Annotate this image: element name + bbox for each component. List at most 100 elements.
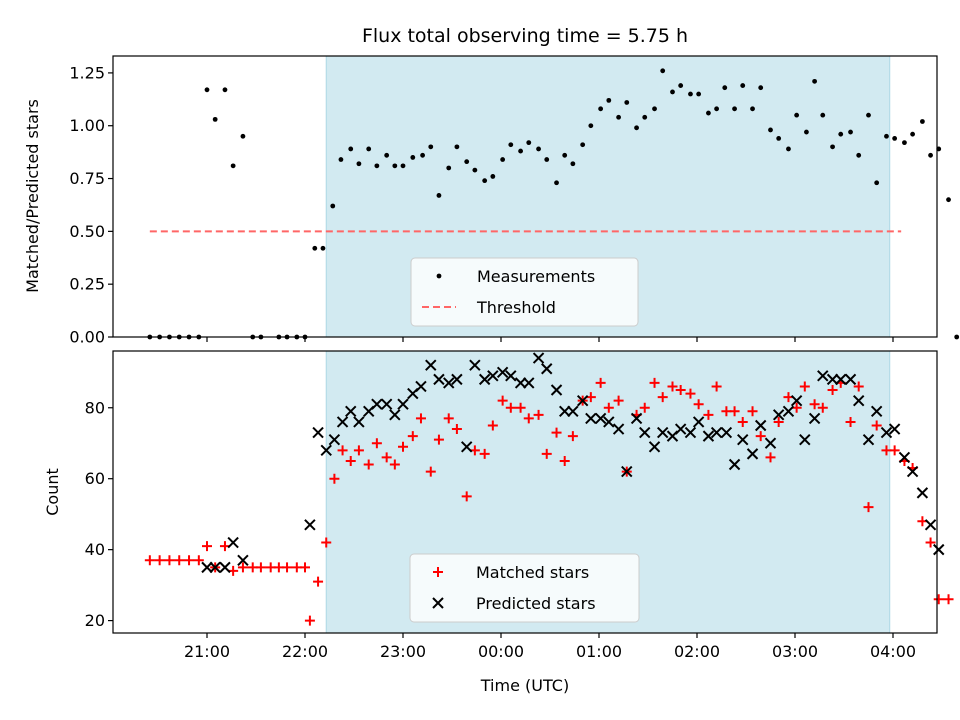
dot-point <box>740 83 746 88</box>
x-point <box>532 352 545 364</box>
plus-point <box>505 402 516 413</box>
x-point <box>612 423 625 435</box>
dot-point <box>400 163 406 169</box>
dot-point <box>544 157 550 162</box>
plus-point <box>407 431 418 442</box>
dot-point <box>454 144 460 150</box>
plus-point <box>255 562 266 573</box>
dot-point <box>410 155 416 160</box>
plus-point <box>321 537 332 548</box>
y-tick-label: 80 <box>85 398 105 417</box>
x-point <box>790 394 803 407</box>
plus-point <box>533 409 544 420</box>
plus-point <box>144 555 155 566</box>
x-point <box>880 426 893 439</box>
x-point <box>415 380 427 393</box>
dot-point <box>472 167 478 173</box>
x-point <box>320 444 332 457</box>
dot-point <box>570 161 576 167</box>
x-tick-label: 21:00 <box>184 642 230 661</box>
dot-point <box>338 157 344 162</box>
x-point <box>371 398 383 410</box>
dot-point <box>634 125 639 131</box>
plus-point <box>693 399 704 410</box>
plus-point <box>443 413 454 424</box>
plus-point <box>363 459 374 470</box>
x-point <box>469 359 481 371</box>
x-point <box>835 373 847 386</box>
plus-point <box>282 562 293 573</box>
plus-point <box>765 452 776 463</box>
legend-bottom: Matched stars Predicted stars <box>409 553 640 623</box>
dot-point <box>830 144 835 150</box>
dot-point <box>428 144 434 150</box>
legend-label: Predicted stars <box>476 594 596 613</box>
x-point <box>209 561 221 574</box>
x-point <box>639 426 651 439</box>
dot-point <box>366 146 372 152</box>
plus-point <box>711 381 722 392</box>
dot-point <box>804 129 809 135</box>
y-tick-label: 40 <box>85 540 105 559</box>
x-point <box>621 465 633 478</box>
legend-label: Threshold <box>476 298 556 317</box>
x-point <box>567 405 579 418</box>
plus-point <box>541 448 552 459</box>
plus-point <box>425 466 436 477</box>
x-point <box>487 370 499 382</box>
legend-dot-swatch <box>436 273 442 279</box>
x-point <box>433 373 445 386</box>
legend-box <box>409 553 640 623</box>
x-point <box>380 398 393 410</box>
x-point <box>304 519 316 531</box>
y-tick-label: 1.00 <box>69 116 105 135</box>
x-tick-label: 00:00 <box>478 642 524 661</box>
x-point <box>888 423 901 435</box>
x-point <box>353 416 365 428</box>
y-tick-label: 0.25 <box>69 275 105 294</box>
plus-point <box>925 537 936 548</box>
x-point <box>336 416 349 428</box>
x-point <box>924 519 937 531</box>
x-point <box>460 441 473 453</box>
x-point <box>397 398 409 410</box>
dot-point <box>722 85 728 91</box>
dot-point <box>330 203 336 209</box>
x-point <box>852 394 865 407</box>
plus-point <box>603 402 614 413</box>
x-point <box>737 433 749 446</box>
dot-point <box>946 197 951 203</box>
plus-point <box>523 413 534 424</box>
plus-point <box>551 427 562 438</box>
legend-top: Measurements Threshold <box>410 257 639 327</box>
dot-point <box>536 146 541 152</box>
x-point <box>772 409 785 421</box>
x-point <box>764 437 777 449</box>
plus-point <box>345 455 356 466</box>
y-tick-label: 0.75 <box>69 169 105 188</box>
plus-point <box>461 491 472 502</box>
dot-point <box>356 161 362 167</box>
x-point <box>754 419 767 432</box>
plus-point <box>737 416 748 427</box>
plus-point <box>433 434 444 445</box>
dot-point <box>812 78 817 84</box>
x-point <box>728 458 741 471</box>
plus-point <box>943 594 954 605</box>
dot-point <box>838 131 844 137</box>
top-plot: 0.00 0.25 0.50 0.75 1.00 1.25 Measurements Thre… <box>69 55 960 347</box>
x-point <box>916 487 929 499</box>
dot-point <box>678 83 684 88</box>
plus-point <box>300 562 310 573</box>
plus-point <box>304 615 315 626</box>
dot-point <box>902 140 907 146</box>
x-tick-label: 03:00 <box>772 642 818 661</box>
series-bottom-1 <box>201 352 945 574</box>
dot-point <box>212 116 218 122</box>
x-tick-label: 02:00 <box>674 642 720 661</box>
y-tick-label: 1.25 <box>69 63 105 82</box>
x-point <box>550 384 563 396</box>
y-tick-label: 60 <box>85 469 105 488</box>
dot-point <box>768 127 773 133</box>
